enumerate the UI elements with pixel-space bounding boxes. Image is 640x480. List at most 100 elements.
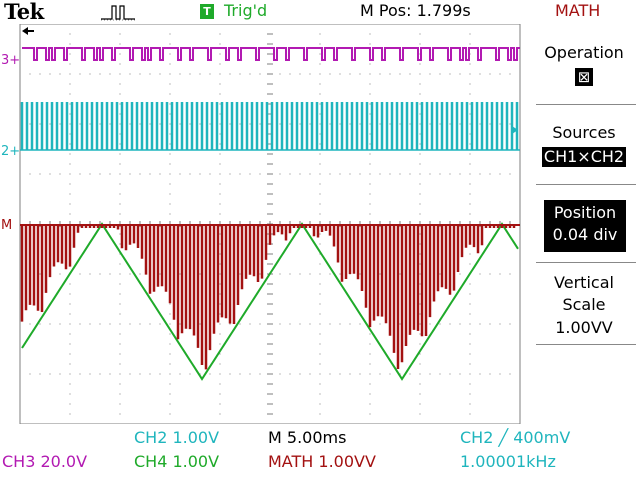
grid-dot <box>220 204 221 205</box>
grid-dot <box>470 414 471 415</box>
grid-dot <box>220 294 221 295</box>
grid-dot <box>390 174 391 175</box>
grid-dot <box>390 74 391 75</box>
grid-dot <box>130 124 131 125</box>
grid-dot <box>320 344 321 345</box>
grid-dot <box>470 304 471 305</box>
side-menu-position[interactable]: Position 0.04 div <box>544 200 626 252</box>
grid-dot <box>420 364 421 365</box>
grid-dot <box>350 374 351 375</box>
grid-dot <box>100 124 101 125</box>
grid-dot <box>500 274 501 275</box>
grid-dot <box>380 174 381 175</box>
grid-dot <box>440 274 441 275</box>
grid-dot <box>470 94 471 95</box>
grid-dot <box>100 374 101 375</box>
grid-dot <box>320 34 321 35</box>
grid-dot <box>420 374 421 375</box>
ch4-trace <box>22 224 518 379</box>
grid-dot <box>320 304 321 305</box>
grid-dot <box>150 74 151 75</box>
math-marker-label: M <box>1 218 12 233</box>
menu-divider <box>536 344 636 345</box>
grid-dot <box>140 124 141 125</box>
grid-dot <box>220 344 221 345</box>
grid-dot <box>370 124 371 125</box>
grid-dot <box>180 374 181 375</box>
grid-dot <box>290 274 291 275</box>
grid-dot <box>480 74 481 75</box>
grid-dot <box>240 74 241 75</box>
grid-dot <box>60 124 61 125</box>
grid-dot <box>420 34 421 35</box>
grid-dot <box>170 194 171 195</box>
grid-dot <box>320 124 321 125</box>
grid-dot <box>370 134 371 135</box>
grid-dot <box>300 74 301 75</box>
grid-dot <box>370 184 371 185</box>
grid-dot <box>470 204 471 205</box>
grid-dot <box>320 384 321 385</box>
grid-dot <box>280 74 281 75</box>
grid-dot <box>330 324 331 325</box>
grid-dot <box>60 74 61 75</box>
grid-dot <box>120 354 121 355</box>
grid-dot <box>90 74 91 75</box>
ch3-scale-readout: CH3 20.0V <box>2 452 87 471</box>
grid-dot <box>360 374 361 375</box>
menu-title: MATH <box>555 1 600 20</box>
grid-dot <box>500 324 501 325</box>
grid-dot <box>420 64 421 65</box>
grid-dot <box>120 124 121 125</box>
grid-dot <box>120 274 121 275</box>
grid-dot <box>260 74 261 75</box>
grid-dot <box>170 164 171 165</box>
grid-dot <box>470 34 471 35</box>
grid-dot <box>420 384 421 385</box>
grid-dot <box>220 284 221 285</box>
grid-dot <box>100 274 101 275</box>
grid-dot <box>70 94 71 95</box>
grid-dot <box>390 374 391 375</box>
grid-dot <box>80 324 81 325</box>
grid-dot <box>220 274 221 275</box>
grid-dot <box>420 244 421 245</box>
grid-dot <box>60 174 61 175</box>
grid-dot <box>120 234 121 235</box>
grid-dot <box>220 354 221 355</box>
grid-dot <box>420 214 421 215</box>
grid-dot <box>400 174 401 175</box>
grid-dot <box>250 374 251 375</box>
grid-dot <box>220 304 221 305</box>
grid-dot <box>430 374 431 375</box>
position-value: 0.04 div <box>544 224 626 246</box>
grid-dot <box>220 194 221 195</box>
grid-dot <box>70 34 71 35</box>
grid-dot <box>320 414 321 415</box>
grid-dot <box>450 174 451 175</box>
grid-dot <box>170 214 171 215</box>
grid-dot <box>370 34 371 35</box>
grid-dot <box>120 294 121 295</box>
grid-dot <box>370 334 371 335</box>
grid-dot <box>120 174 121 175</box>
grid-dot <box>200 324 201 325</box>
grid-dot <box>370 204 371 205</box>
grid-dot <box>30 324 31 325</box>
grid-dot <box>420 44 421 45</box>
grid-dot <box>220 314 221 315</box>
grid-dot <box>350 74 351 75</box>
grid-dot <box>220 64 221 65</box>
grid-dot <box>420 334 421 335</box>
grid-dot <box>140 374 141 375</box>
grid-dot <box>290 324 291 325</box>
grid-dot <box>420 324 421 325</box>
grid-dot <box>120 114 121 115</box>
grid-dot <box>320 294 321 295</box>
grid-dot <box>380 74 381 75</box>
grid-dot <box>170 174 171 175</box>
grid-dot <box>470 284 471 285</box>
grid-dot <box>220 154 221 155</box>
grid-dot <box>320 54 321 55</box>
grid-dot <box>420 254 421 255</box>
